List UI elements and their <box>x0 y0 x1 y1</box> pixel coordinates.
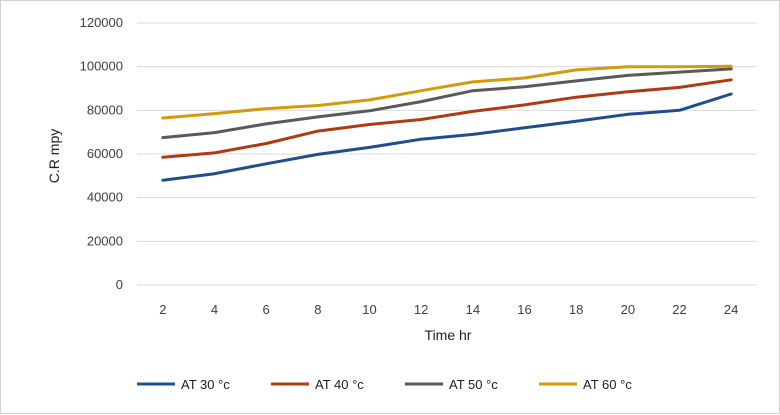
series-line <box>161 64 733 120</box>
x-tick-label: 8 <box>314 302 321 317</box>
legend-item-label: AT 60 °c <box>583 377 632 392</box>
series-line <box>161 67 733 140</box>
legend: AT 30 °c AT 40 °c AT 50 °c AT 60 °c <box>137 377 632 392</box>
legend-item-label: AT 30 °c <box>181 377 230 392</box>
x-tick-label: 12 <box>414 302 428 317</box>
x-tick-labels: 2 4 6 8 10 12 14 16 18 20 22 24 <box>159 302 738 317</box>
x-tick-label: 14 <box>466 302 480 317</box>
series-line <box>161 78 733 159</box>
y-tick-labels: 0 20000 40000 60000 80000 100000 120000 <box>80 15 123 292</box>
y-tick-label: 100000 <box>80 59 123 74</box>
x-axis-title: Time hr <box>425 327 472 343</box>
y-tick-label: 60000 <box>87 146 123 161</box>
x-tick-label: 22 <box>672 302 686 317</box>
x-tick-label: 16 <box>517 302 531 317</box>
y-tick-label: 20000 <box>87 233 123 248</box>
series-lines <box>161 64 733 182</box>
gridlines <box>137 22 757 286</box>
y-axis-title: C.R mpy <box>46 129 62 183</box>
x-tick-label: 6 <box>263 302 270 317</box>
x-tick-label: 10 <box>362 302 376 317</box>
series-line <box>161 92 733 182</box>
legend-item-label: AT 50 °c <box>449 377 498 392</box>
y-tick-label: 120000 <box>80 15 123 30</box>
x-tick-label: 4 <box>211 302 218 317</box>
y-tick-label: 80000 <box>87 102 123 117</box>
x-tick-label: 20 <box>621 302 635 317</box>
x-tick-label: 18 <box>569 302 583 317</box>
y-tick-label: 0 <box>116 277 123 292</box>
y-tick-label: 40000 <box>87 190 123 205</box>
legend-item-label: AT 40 °c <box>315 377 364 392</box>
x-tick-label: 24 <box>724 302 738 317</box>
x-tick-label: 2 <box>159 302 166 317</box>
